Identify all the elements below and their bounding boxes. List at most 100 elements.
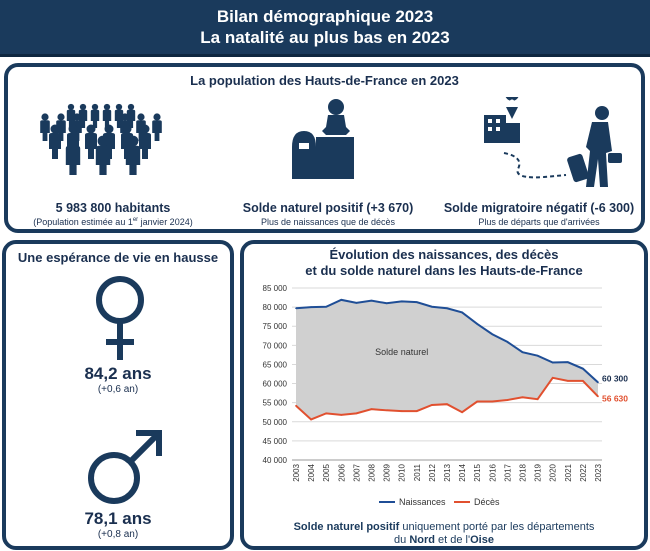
male-delta: (+0,8 an) bbox=[97, 529, 139, 540]
female-life-expectancy: 84,2 ans (+0,6 an) bbox=[6, 364, 230, 395]
x-tick-label: 2018 bbox=[519, 463, 528, 481]
traveler-icon bbox=[484, 97, 622, 187]
data-point bbox=[310, 418, 312, 421]
data-point bbox=[295, 404, 297, 407]
data-point bbox=[567, 361, 569, 363]
x-tick-label: 2009 bbox=[383, 463, 392, 481]
x-tick-label: 2015 bbox=[473, 463, 482, 481]
data-point bbox=[310, 306, 312, 308]
x-tick-label: 2020 bbox=[549, 463, 558, 481]
x-tick-label: 2012 bbox=[428, 463, 437, 481]
population-panel-title: La population des Hauts-de-France en 202… bbox=[190, 73, 459, 88]
data-point bbox=[355, 302, 358, 304]
data-point bbox=[325, 412, 327, 415]
x-tick-label: 2004 bbox=[307, 463, 316, 481]
data-point bbox=[476, 323, 478, 325]
female-symbol-icon bbox=[96, 276, 144, 360]
data-point bbox=[582, 380, 584, 382]
data-point bbox=[597, 381, 599, 384]
data-point bbox=[476, 400, 478, 403]
y-tick-label: 40 000 bbox=[263, 456, 288, 465]
y-tick-label: 80 000 bbox=[263, 303, 288, 312]
data-point bbox=[385, 302, 388, 305]
legend-label: Naissances bbox=[399, 497, 446, 507]
data-point bbox=[325, 305, 327, 308]
data-point bbox=[491, 400, 494, 403]
chart-panel: Évolution des naissances, des décès et d… bbox=[240, 240, 648, 550]
data-point bbox=[431, 305, 433, 308]
x-tick-label: 2014 bbox=[458, 463, 467, 481]
data-point bbox=[461, 411, 463, 414]
y-tick-label: 50 000 bbox=[263, 418, 288, 427]
data-point bbox=[340, 414, 343, 416]
x-tick-label: 2007 bbox=[352, 463, 361, 481]
male-life-expectancy: 78,1 ans (+0,8 an) bbox=[6, 509, 230, 540]
chart-title-line2: et du solde naturel dans les Hauts-de-Fr… bbox=[305, 263, 583, 278]
y-tick-label: 75 000 bbox=[263, 322, 288, 331]
data-point bbox=[355, 412, 358, 415]
births-deaths-chart: 40 000 45 000 50 000 55 000 60 000 65 000 70 0… bbox=[263, 284, 629, 507]
y-tick-label: 70 000 bbox=[263, 341, 288, 350]
population-note: (Population estimée au 1er janvier 2024) bbox=[33, 217, 193, 227]
data-point bbox=[521, 396, 524, 399]
data-point bbox=[416, 410, 418, 412]
chart-footnote-line2: du Nord et de l'Oise bbox=[394, 534, 494, 546]
population-stat: 5 983 800 habitants (Population estimée … bbox=[8, 201, 218, 227]
data-point bbox=[536, 398, 539, 401]
x-tick-label: 2003 bbox=[292, 463, 301, 481]
data-point bbox=[521, 351, 524, 354]
data-point bbox=[491, 333, 494, 336]
y-tick-label: 60 000 bbox=[263, 380, 288, 389]
data-point bbox=[446, 307, 448, 310]
x-tick-label: 2008 bbox=[368, 463, 377, 481]
data-point bbox=[551, 377, 554, 379]
chart-footnote-line1: Solde naturel positif uniquement porté p… bbox=[293, 521, 595, 533]
male-symbol-icon bbox=[88, 430, 162, 504]
migration-balance-note: Plus de départs que d'arrivées bbox=[478, 217, 600, 227]
x-tick-label: 2022 bbox=[579, 463, 588, 481]
x-tick-label: 2005 bbox=[322, 463, 331, 481]
data-point bbox=[461, 311, 463, 314]
natural-balance-stat: Solde naturel positif (+3 670) Plus de n… bbox=[223, 201, 433, 227]
data-point bbox=[506, 341, 509, 343]
x-tick-label: 2023 bbox=[594, 463, 603, 481]
y-tick-label: 45 000 bbox=[263, 437, 288, 446]
header-banner: Bilan démographique 2023 La natalité au … bbox=[0, 0, 650, 57]
area-label: Solde naturel bbox=[375, 347, 428, 357]
data-point bbox=[597, 395, 599, 398]
x-tick-label: 2017 bbox=[503, 463, 512, 481]
y-tick-label: 55 000 bbox=[263, 399, 288, 408]
population-value: 5 983 800 habitants bbox=[55, 201, 171, 215]
crowd-icon bbox=[40, 103, 162, 175]
x-tick-label: 2011 bbox=[413, 463, 422, 481]
natural-balance-value: Solde naturel positif (+3 670) bbox=[242, 201, 414, 215]
population-panel: La population des Hauts-de-France en 202… bbox=[4, 63, 645, 233]
header-title: Bilan démographique 2023 bbox=[216, 7, 434, 26]
data-point bbox=[536, 354, 539, 357]
male-age: 78,1 ans bbox=[84, 509, 152, 528]
legend-label: Décès bbox=[474, 497, 500, 507]
data-point bbox=[385, 409, 388, 412]
data-point bbox=[340, 299, 343, 301]
female-delta: (+0,6 an) bbox=[97, 384, 139, 395]
data-point bbox=[551, 361, 554, 364]
end-label: 56 630 bbox=[602, 393, 628, 403]
end-label: 60 300 bbox=[602, 373, 628, 383]
y-tick-label: 85 000 bbox=[263, 284, 288, 293]
y-tick-label: 65 000 bbox=[263, 360, 288, 369]
data-point bbox=[416, 301, 418, 303]
data-point bbox=[370, 408, 373, 410]
natural-balance-area bbox=[296, 299, 598, 420]
data-point bbox=[400, 300, 403, 303]
x-tick-label: 2013 bbox=[443, 463, 452, 481]
data-point bbox=[582, 367, 584, 370]
x-tick-label: 2010 bbox=[398, 463, 407, 481]
chart-title-line1: Évolution des naissances, des décès bbox=[329, 247, 559, 262]
migration-balance-stat: Solde migratoire négatif (-6 300) Plus d… bbox=[433, 201, 645, 227]
x-tick-label: 2021 bbox=[564, 463, 573, 481]
data-point bbox=[446, 403, 448, 405]
x-tick-label: 2016 bbox=[488, 463, 497, 481]
migration-balance-value: Solde migratoire négatif (-6 300) bbox=[443, 201, 635, 215]
life-expectancy-panel: Une espérance de vie en hausse 84,2 ans … bbox=[2, 240, 234, 550]
data-point bbox=[506, 399, 509, 401]
